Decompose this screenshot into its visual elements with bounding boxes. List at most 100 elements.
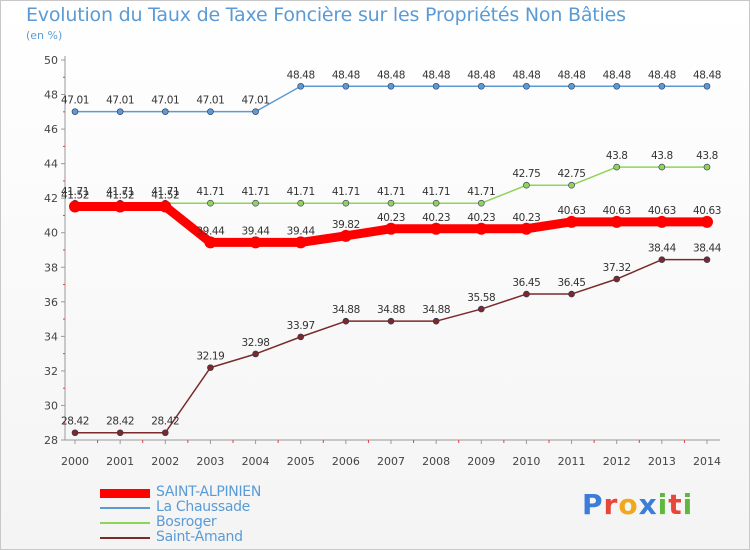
point-la-chaussade xyxy=(658,82,666,90)
data-label-saint-alpinien: 40.23 xyxy=(512,212,540,224)
data-label-saint-alpinien: 41.52 xyxy=(106,189,134,201)
legend-swatch xyxy=(100,522,150,524)
point-la-chaussade xyxy=(432,82,440,90)
point-bosroger xyxy=(477,199,485,207)
x-tick-label: 2005 xyxy=(287,455,315,468)
y-tick-label: 28 xyxy=(44,434,58,447)
y-tick-label: 48 xyxy=(44,89,58,102)
y-tick-label: 34 xyxy=(44,330,58,343)
point-saint-alpinien xyxy=(565,215,578,228)
point-la-chaussade xyxy=(207,108,214,115)
y-tick-label: 38 xyxy=(44,261,58,274)
x-tick-label: 2012 xyxy=(603,455,631,468)
data-label-la-chaussade: 48.48 xyxy=(422,69,450,81)
logo-letter: t xyxy=(668,488,683,521)
data-label-saint-amand: 35.58 xyxy=(467,292,495,304)
data-label-saint-amand: 36.45 xyxy=(512,277,540,289)
data-label-la-chaussade: 47.01 xyxy=(61,95,89,107)
point-bosroger xyxy=(658,163,666,171)
x-tick-label: 2013 xyxy=(648,455,676,468)
point-la-chaussade xyxy=(116,108,124,115)
point-saint-amand xyxy=(658,256,666,263)
data-label-bosroger: 43.8 xyxy=(651,150,673,162)
point-saint-alpinien xyxy=(701,215,713,228)
data-label-la-chaussade: 47.01 xyxy=(106,95,134,107)
point-la-chaussade xyxy=(613,82,621,90)
x-tick-label: 2006 xyxy=(332,455,360,468)
point-saint-amand xyxy=(252,350,259,358)
x-tick-label: 2002 xyxy=(151,455,179,468)
logo-letter: P xyxy=(582,488,604,521)
point-saint-alpinien xyxy=(294,236,307,249)
data-label-saint-alpinien: 40.63 xyxy=(603,205,631,217)
data-label-la-chaussade: 48.48 xyxy=(603,69,631,81)
data-label-la-chaussade: 48.48 xyxy=(648,69,676,81)
point-saint-amand xyxy=(477,305,485,313)
point-bosroger xyxy=(432,199,440,207)
point-bosroger xyxy=(387,199,395,207)
data-label-saint-amand: 37.32 xyxy=(603,262,631,274)
logo-letter: o xyxy=(618,488,639,521)
data-label-saint-alpinien: 40.63 xyxy=(648,205,676,217)
data-label-la-chaussade: 47.01 xyxy=(242,95,270,107)
data-label-saint-amand: 28.42 xyxy=(106,416,134,428)
point-saint-amand xyxy=(568,290,575,298)
legend-label: La Chaussade xyxy=(156,499,250,515)
y-tick-label: 50 xyxy=(44,54,58,67)
data-label-bosroger: 43.8 xyxy=(696,150,718,162)
logo-letter: i xyxy=(682,488,694,521)
point-bosroger xyxy=(207,199,214,207)
point-saint-amand xyxy=(161,429,169,437)
point-bosroger xyxy=(252,199,259,207)
point-saint-amand xyxy=(523,290,530,298)
chart-title: Evolution du Taux de Taxe Foncière sur l… xyxy=(26,4,626,26)
y-tick-label: 44 xyxy=(44,158,58,171)
point-saint-alpinien xyxy=(204,236,217,249)
data-label-saint-alpinien: 39.44 xyxy=(287,225,316,237)
data-label-saint-amand: 34.88 xyxy=(332,304,360,316)
data-label-saint-amand: 28.42 xyxy=(61,416,89,428)
y-tick-label: 32 xyxy=(44,365,58,378)
point-la-chaussade xyxy=(703,82,711,90)
point-saint-amand xyxy=(116,429,124,437)
data-label-la-chaussade: 47.01 xyxy=(151,95,179,107)
data-label-saint-alpinien: 41.52 xyxy=(151,189,179,201)
data-label-bosroger: 41.71 xyxy=(151,186,179,198)
data-label-bosroger: 43.8 xyxy=(606,150,628,162)
point-la-chaussade xyxy=(342,82,350,90)
point-la-chaussade xyxy=(568,82,575,90)
legend-item: La Chaussade xyxy=(100,499,340,516)
data-label-bosroger: 41.71 xyxy=(106,186,134,198)
point-la-chaussade xyxy=(252,108,259,115)
data-label-la-chaussade: 48.48 xyxy=(558,69,586,81)
x-tick-label: 2009 xyxy=(467,455,495,468)
point-saint-alpinien xyxy=(430,222,443,235)
data-label-la-chaussade: 48.48 xyxy=(377,69,405,81)
data-label-saint-amand: 33.97 xyxy=(287,320,315,332)
logo-letter: r xyxy=(603,488,619,521)
data-label-saint-amand: 38.44 xyxy=(693,243,722,255)
data-label-bosroger: 41.71 xyxy=(377,186,405,198)
point-la-chaussade xyxy=(71,108,79,115)
point-saint-alpinien xyxy=(339,229,352,242)
x-tick-label: 2003 xyxy=(196,455,224,468)
x-tick-label: 2001 xyxy=(106,455,134,468)
y-tick-label: 42 xyxy=(44,192,58,205)
point-saint-amand xyxy=(703,256,711,263)
data-label-saint-alpinien: 40.23 xyxy=(422,212,450,224)
data-label-saint-amand: 32.19 xyxy=(196,351,224,363)
data-label-la-chaussade: 48.48 xyxy=(467,69,495,81)
legend-swatch xyxy=(100,507,150,509)
point-saint-alpinien xyxy=(610,215,623,228)
x-tick-label: 2014 xyxy=(693,455,721,468)
point-saint-amand xyxy=(71,429,79,437)
data-label-saint-amand: 34.88 xyxy=(422,304,450,316)
data-label-saint-alpinien: 39.44 xyxy=(196,225,225,237)
point-saint-amand xyxy=(207,364,214,371)
point-saint-alpinien xyxy=(385,222,397,235)
point-saint-alpinien xyxy=(114,200,127,213)
data-label-saint-amand: 32.98 xyxy=(242,337,270,349)
y-tick-label: 36 xyxy=(44,296,58,309)
data-label-saint-amand: 38.44 xyxy=(648,243,677,255)
